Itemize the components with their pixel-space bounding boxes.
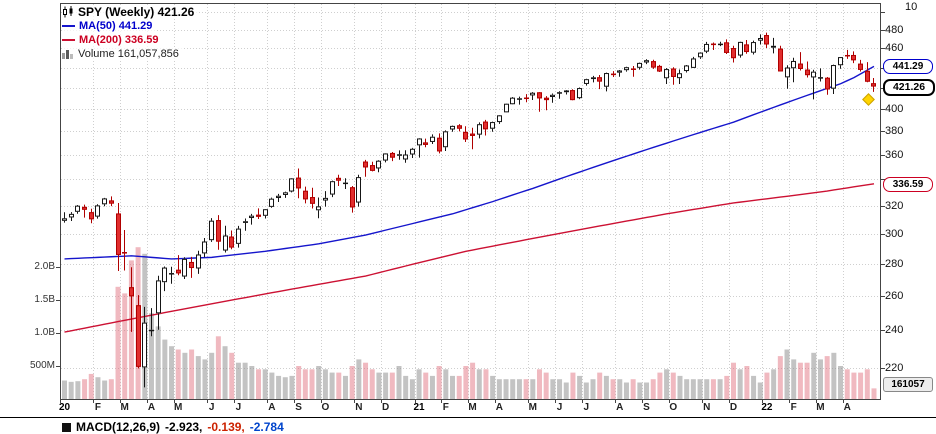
price-axis-label: 220	[885, 361, 904, 374]
x-axis-label: J	[556, 402, 563, 413]
macd-series-icon	[62, 422, 71, 432]
price-axis-partial-top-label: 10	[905, 1, 918, 13]
x-axis-label: O	[321, 402, 330, 413]
volume-axis-label: 500M	[29, 360, 55, 371]
volume-bars-icon	[62, 49, 74, 59]
candlestick-icon	[62, 6, 74, 18]
macd-value-3: -2.784	[249, 420, 284, 434]
chart-legend: SPY (Weekly) 421.26 MA(50) 441.29 MA(200…	[62, 5, 199, 61]
ma50-line-icon	[62, 25, 75, 27]
x-axis-label: J	[235, 402, 242, 413]
price-axis-label: 360	[885, 148, 904, 161]
x-axis-label: M	[468, 402, 477, 413]
x-axis-label: M	[528, 402, 537, 413]
ma50-label: MA(50) 441.29	[79, 20, 153, 32]
x-axis-label: 21	[413, 402, 425, 413]
x-axis-label: 20	[58, 402, 71, 413]
x-axis-label: A	[268, 402, 276, 413]
x-axis-label: F	[442, 402, 449, 413]
last-price-callout: 421.26	[883, 78, 935, 96]
x-axis-label: A	[147, 402, 156, 413]
price-axis-label: 320	[885, 199, 904, 212]
volume-axis-label: 2.0B	[34, 261, 55, 272]
x-axis-label: N	[703, 402, 711, 413]
x-axis-label: A	[616, 402, 624, 413]
x-axis-label: N	[355, 402, 363, 413]
symbol-label: SPY (Weekly) 421.26	[78, 5, 195, 19]
price-axis-label: 460	[885, 42, 904, 55]
ma200-line-icon	[62, 39, 75, 41]
x-axis-label: J	[208, 402, 215, 413]
price-axis-label: 300	[885, 227, 904, 240]
x-axis-label: A	[843, 402, 851, 413]
legend-ma200-row: MA(200) 336.59	[62, 33, 163, 47]
x-axis-label: O	[669, 402, 678, 413]
ma50-price-callout: 441.29	[883, 59, 933, 75]
macd-name: MACD(12,26,9)	[76, 420, 161, 434]
x-axis-label: M	[120, 402, 129, 413]
volume-label: Volume 161,057,856	[78, 48, 179, 60]
price-axis-label: 240	[885, 324, 904, 337]
volume-last-callout: 161057	[883, 377, 933, 392]
x-axis-label: F	[94, 402, 101, 413]
macd-value-2: -0.139,	[207, 420, 245, 434]
legend-volume-row: Volume 161,057,856	[62, 47, 183, 61]
legend-symbol-row: SPY (Weekly) 421.26	[62, 5, 199, 19]
price-axis-label: 380	[885, 125, 904, 138]
price-axis-label: 280	[885, 257, 904, 270]
x-axis-label: M	[816, 402, 825, 413]
volume-axis-label: 1.0B	[34, 327, 55, 338]
x-axis-label: A	[495, 402, 503, 413]
x-axis-label: D	[381, 402, 390, 413]
price-axis-label: 480	[885, 23, 904, 36]
x-axis-label: S	[295, 402, 302, 413]
x-axis-label: 22	[761, 402, 773, 413]
x-axis-label: S	[643, 402, 650, 413]
macd-legend: MACD(12,26,9) -2.923, -0.139, -2.784	[62, 420, 284, 434]
price-axis-label: 260	[885, 289, 904, 302]
x-axis-label: M	[174, 402, 183, 413]
x-axis-label: F	[790, 402, 797, 413]
x-axis-label: J	[583, 402, 590, 413]
x-axis-label: D	[729, 402, 738, 413]
macd-value-1: -2.923,	[165, 420, 203, 434]
price-axis-label: 400	[885, 102, 904, 115]
legend-ma50-row: MA(50) 441.29	[62, 19, 157, 33]
ma200-label: MA(200) 336.59	[79, 34, 159, 46]
volume-axis-label: 1.5B	[34, 294, 55, 305]
ma200-price-callout: 336.59	[883, 176, 933, 192]
